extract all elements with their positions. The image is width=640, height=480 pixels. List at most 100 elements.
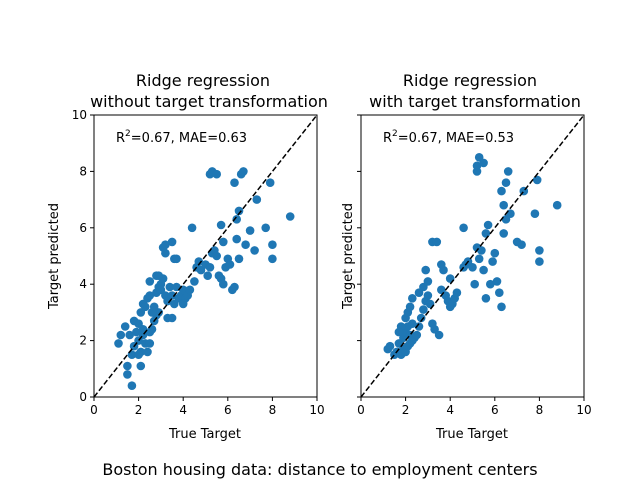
left-title-line1: Ridge regression — [136, 71, 270, 90]
x-tick-label: 0 — [90, 403, 98, 417]
scatter-point — [497, 302, 506, 312]
scatter-point — [252, 195, 262, 204]
scatter-point — [245, 226, 255, 235]
scatter-point — [125, 330, 134, 340]
scatter-point — [134, 350, 143, 360]
x-tick-label: 10 — [576, 403, 591, 417]
left-xlabel: True Target — [168, 427, 241, 442]
scatter-point — [230, 282, 239, 292]
scatter-point — [285, 212, 295, 221]
right-scatter-panel: Ridge regression with target transformat… — [341, 71, 592, 442]
scatter-point — [225, 260, 235, 269]
scatter-point — [219, 279, 228, 289]
y-tick-label: 4 — [79, 277, 87, 291]
scatter-point — [123, 361, 132, 371]
scatter-point — [216, 220, 226, 230]
scatter-point — [490, 248, 500, 258]
figure-suptitle: Boston housing data: distance to employm… — [102, 460, 538, 479]
scatter-point — [145, 277, 155, 286]
scatter-point — [486, 279, 495, 289]
right-title-line1: Ridge regression — [403, 71, 537, 90]
right-ylabel: Target predicted — [341, 203, 356, 310]
axes-frame — [360, 114, 585, 398]
scatter-point — [161, 240, 170, 249]
scatter-point — [452, 288, 462, 298]
scatter-point — [479, 158, 488, 168]
scatter-point — [232, 215, 241, 224]
scatter-point — [234, 254, 244, 264]
scatter-point — [517, 240, 526, 249]
scatter-point — [499, 229, 509, 238]
scatter-point — [136, 361, 146, 371]
y-tick-label: 0 — [79, 390, 87, 404]
scatter-point — [532, 175, 542, 185]
left-title-line2: without target transformation — [90, 92, 328, 111]
scatter-point — [232, 234, 241, 244]
scatter-point — [535, 257, 544, 266]
scatter-point — [132, 327, 141, 337]
scatter-point — [477, 246, 486, 255]
x-tick-label: 4 — [179, 403, 187, 417]
scatter-point — [143, 347, 152, 357]
right-title-line2: with target transformation — [369, 92, 581, 111]
scatter-point — [268, 254, 277, 264]
x-tick-label: 8 — [269, 403, 277, 417]
scatter-point — [194, 257, 204, 266]
scatter-point — [123, 370, 132, 379]
scatter-point — [265, 178, 275, 187]
scatter-point — [185, 285, 195, 295]
scatter-point — [149, 302, 159, 312]
scatter-point — [261, 223, 271, 233]
scatter-point — [416, 313, 426, 323]
scatter-point — [116, 330, 126, 340]
left-annotation-metrics: =0.67, MAE=0.63 — [131, 131, 247, 146]
x-tick-label: 10 — [309, 403, 324, 417]
x-tick-label: 6 — [224, 403, 232, 417]
left-annotation: R2=0.67, MAE=0.63 — [116, 129, 247, 146]
scatter-point — [172, 254, 181, 264]
left-ylabel: Target predicted — [47, 203, 62, 310]
identity-reference-line — [93, 114, 318, 398]
scatter-point — [212, 169, 221, 179]
scatter-point — [212, 251, 221, 261]
scatter-point — [412, 330, 422, 340]
scatter-point — [230, 178, 239, 187]
scatter-point — [423, 277, 433, 286]
scatter-point — [385, 341, 395, 351]
scatter-point — [503, 167, 513, 176]
scatter-point — [234, 206, 244, 216]
scatter-point — [127, 381, 137, 391]
scatter-point — [203, 271, 212, 281]
scatter-point — [408, 319, 417, 329]
x-tick-label: 4 — [446, 403, 454, 417]
scatter-points — [114, 167, 295, 391]
right-annotation: R2=0.67, MAE=0.53 — [383, 129, 514, 146]
y-tick-label: 6 — [79, 221, 87, 235]
scatter-point — [483, 220, 493, 230]
scatter-point — [479, 265, 488, 275]
x-tick-label: 2 — [402, 403, 410, 417]
left-scatter-panel: Ridge regression without target transfor… — [47, 71, 328, 442]
scatter-point — [468, 263, 477, 272]
scatter-point — [434, 330, 444, 340]
scatter-point — [239, 167, 248, 176]
axes-frame — [93, 114, 318, 398]
right-xlabel: True Target — [435, 427, 508, 442]
scatter-point — [165, 282, 175, 292]
scatter-point — [187, 223, 197, 233]
scatter-point — [167, 291, 177, 300]
scatter-point — [495, 288, 504, 298]
scatter-point — [423, 291, 433, 300]
scatter-point — [474, 254, 484, 264]
scatter-point — [394, 327, 404, 337]
scatter-point — [405, 302, 415, 312]
scatter-point — [414, 322, 424, 331]
scatter-point — [120, 322, 130, 331]
scatter-point — [241, 240, 250, 249]
scatter-point — [268, 240, 277, 249]
scatter-point — [190, 277, 199, 286]
scatter-point — [141, 302, 150, 312]
x-tick-label: 6 — [491, 403, 499, 417]
x-tick-label: 0 — [357, 403, 365, 417]
